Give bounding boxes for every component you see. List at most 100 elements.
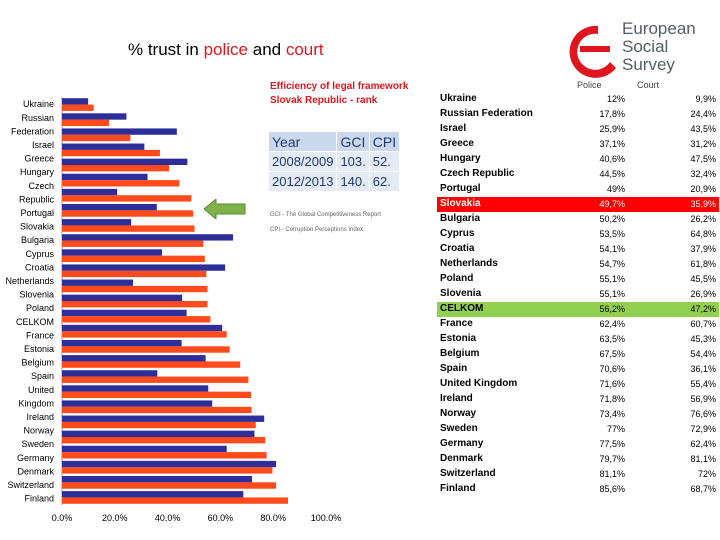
row-court: 76,6% <box>690 409 716 419</box>
bar-series-1 <box>62 119 109 127</box>
rank-gci: 103. <box>336 151 370 172</box>
table-row: Denmark 79,7% 81,1% <box>437 452 719 467</box>
bar-series-0 <box>62 491 244 498</box>
x-tick-label: 60.0% <box>208 513 234 523</box>
row-police: 44,5% <box>599 169 625 179</box>
table-row: Norway 73,4% 76,6% <box>437 407 719 422</box>
table-row: Croatia 54,1% 37,9% <box>437 242 719 257</box>
title-court: court <box>285 40 324 59</box>
bar-series-0 <box>62 400 213 407</box>
row-country: Ukraine <box>440 93 477 104</box>
row-police: 62,4% <box>599 319 625 329</box>
category-label: Ukraine <box>23 99 54 109</box>
table-row: Switzerland 81,1% 72% <box>437 467 719 482</box>
rank-header-gci: GCI <box>336 131 370 152</box>
category-label: Czech <box>28 181 54 191</box>
row-country: Bulgaria <box>440 213 481 224</box>
row-country: Ireland <box>440 393 473 404</box>
bar-series-1 <box>62 346 230 353</box>
category-label: Cyprus <box>25 249 54 259</box>
table-row: Ukraine 12% 9,9% <box>437 92 719 107</box>
title-mid: and <box>248 40 286 59</box>
bar-series-1 <box>62 104 94 111</box>
row-court: 26,9% <box>690 289 716 299</box>
row-police: 71,8% <box>599 394 625 404</box>
bar-series-1 <box>62 421 256 429</box>
logo-swoosh <box>569 25 616 78</box>
table-row: Estonia 63,5% 45,3% <box>437 332 719 347</box>
row-country: France <box>440 318 473 329</box>
row-court: 62,4% <box>690 439 716 449</box>
category-label: Slovenia <box>19 290 54 300</box>
category-label: Israel <box>32 140 54 150</box>
table-row: Poland 55,1% 45,5% <box>437 272 719 287</box>
row-police: 54,1% <box>599 244 625 254</box>
row-court: 31,2% <box>690 139 716 149</box>
row-country: Netherlands <box>440 258 498 269</box>
x-tick-label: 80.0% <box>260 513 286 523</box>
bar-series-0 <box>62 294 183 301</box>
category-label: Estonia <box>24 344 54 354</box>
row-court: 24,4% <box>690 109 716 119</box>
row-police: 17,8% <box>599 109 625 119</box>
row-police: 25,9% <box>599 124 625 134</box>
table-row: Hungary 40,6% 47,5% <box>437 152 719 167</box>
bar-series-0 <box>62 339 182 347</box>
row-court: 20,9% <box>690 184 716 194</box>
row-court: 47,5% <box>690 154 716 164</box>
row-police: 85,6% <box>599 484 625 494</box>
logo-line2: Social <box>622 37 669 56</box>
title-prefix: % trust in <box>128 40 204 59</box>
logo-text: European Social Survey <box>622 20 696 74</box>
table-row: CELKOM 56,2% 47,2% <box>437 302 719 317</box>
row-country: CELKOM <box>440 303 484 314</box>
row-police: 77,5% <box>599 439 625 449</box>
category-label: Finland <box>24 494 54 504</box>
category-label: Slovakia <box>20 222 54 232</box>
row-court: 61,8% <box>690 259 716 269</box>
rank-header-row: Year GCI CPI <box>267 131 401 152</box>
category-label: Portugal <box>20 208 54 218</box>
row-police: 54,7% <box>599 259 625 269</box>
bar-series-0 <box>62 98 89 105</box>
table-row: Germany 77,5% 62,4% <box>437 437 719 452</box>
x-tick-label: 20.0% <box>102 513 128 523</box>
row-court: 36,1% <box>690 364 716 374</box>
bar-series-1 <box>62 240 204 247</box>
bar-series-1 <box>62 316 211 323</box>
category-label: Belgium <box>21 358 54 368</box>
category-label: Hungary <box>20 167 55 177</box>
title-police: police <box>203 40 249 59</box>
bar-series-0 <box>62 203 157 211</box>
row-country: Portugal <box>440 183 481 194</box>
bar-series-0 <box>62 309 187 317</box>
bar-series-0 <box>62 158 188 165</box>
row-country: Russian Federation <box>440 108 533 119</box>
row-police: 70,6% <box>599 364 625 374</box>
bar-series-1 <box>62 285 208 293</box>
rank-row: 2008/2009 103. 52. <box>267 151 401 172</box>
row-police: 81,1% <box>599 469 625 479</box>
category-label: Sweden <box>21 439 54 449</box>
bar-series-0 <box>62 460 277 468</box>
category-label: Norway <box>23 426 54 436</box>
row-court: 45,3% <box>690 334 716 344</box>
row-police: 53,5% <box>599 229 625 239</box>
bar-series-1 <box>62 301 208 308</box>
category-label: United <box>28 385 54 395</box>
row-police: 77% <box>606 424 625 434</box>
row-police: 67,5% <box>599 349 625 359</box>
bar-series-0 <box>62 279 134 286</box>
bar-series-1 <box>62 452 267 459</box>
row-police: 71,6% <box>599 379 625 389</box>
category-label: Switzerland <box>7 480 54 490</box>
row-court: 32,4% <box>690 169 716 179</box>
bar-series-1 <box>62 361 241 368</box>
table-row: Netherlands 54,7% 61,8% <box>437 257 719 272</box>
row-country: Poland <box>440 273 474 284</box>
category-label: Spain <box>31 371 54 381</box>
bar-series-1 <box>62 180 180 187</box>
bar-series-1 <box>62 497 288 504</box>
row-police: 49% <box>606 184 625 194</box>
row-country: Sweden <box>440 423 478 434</box>
